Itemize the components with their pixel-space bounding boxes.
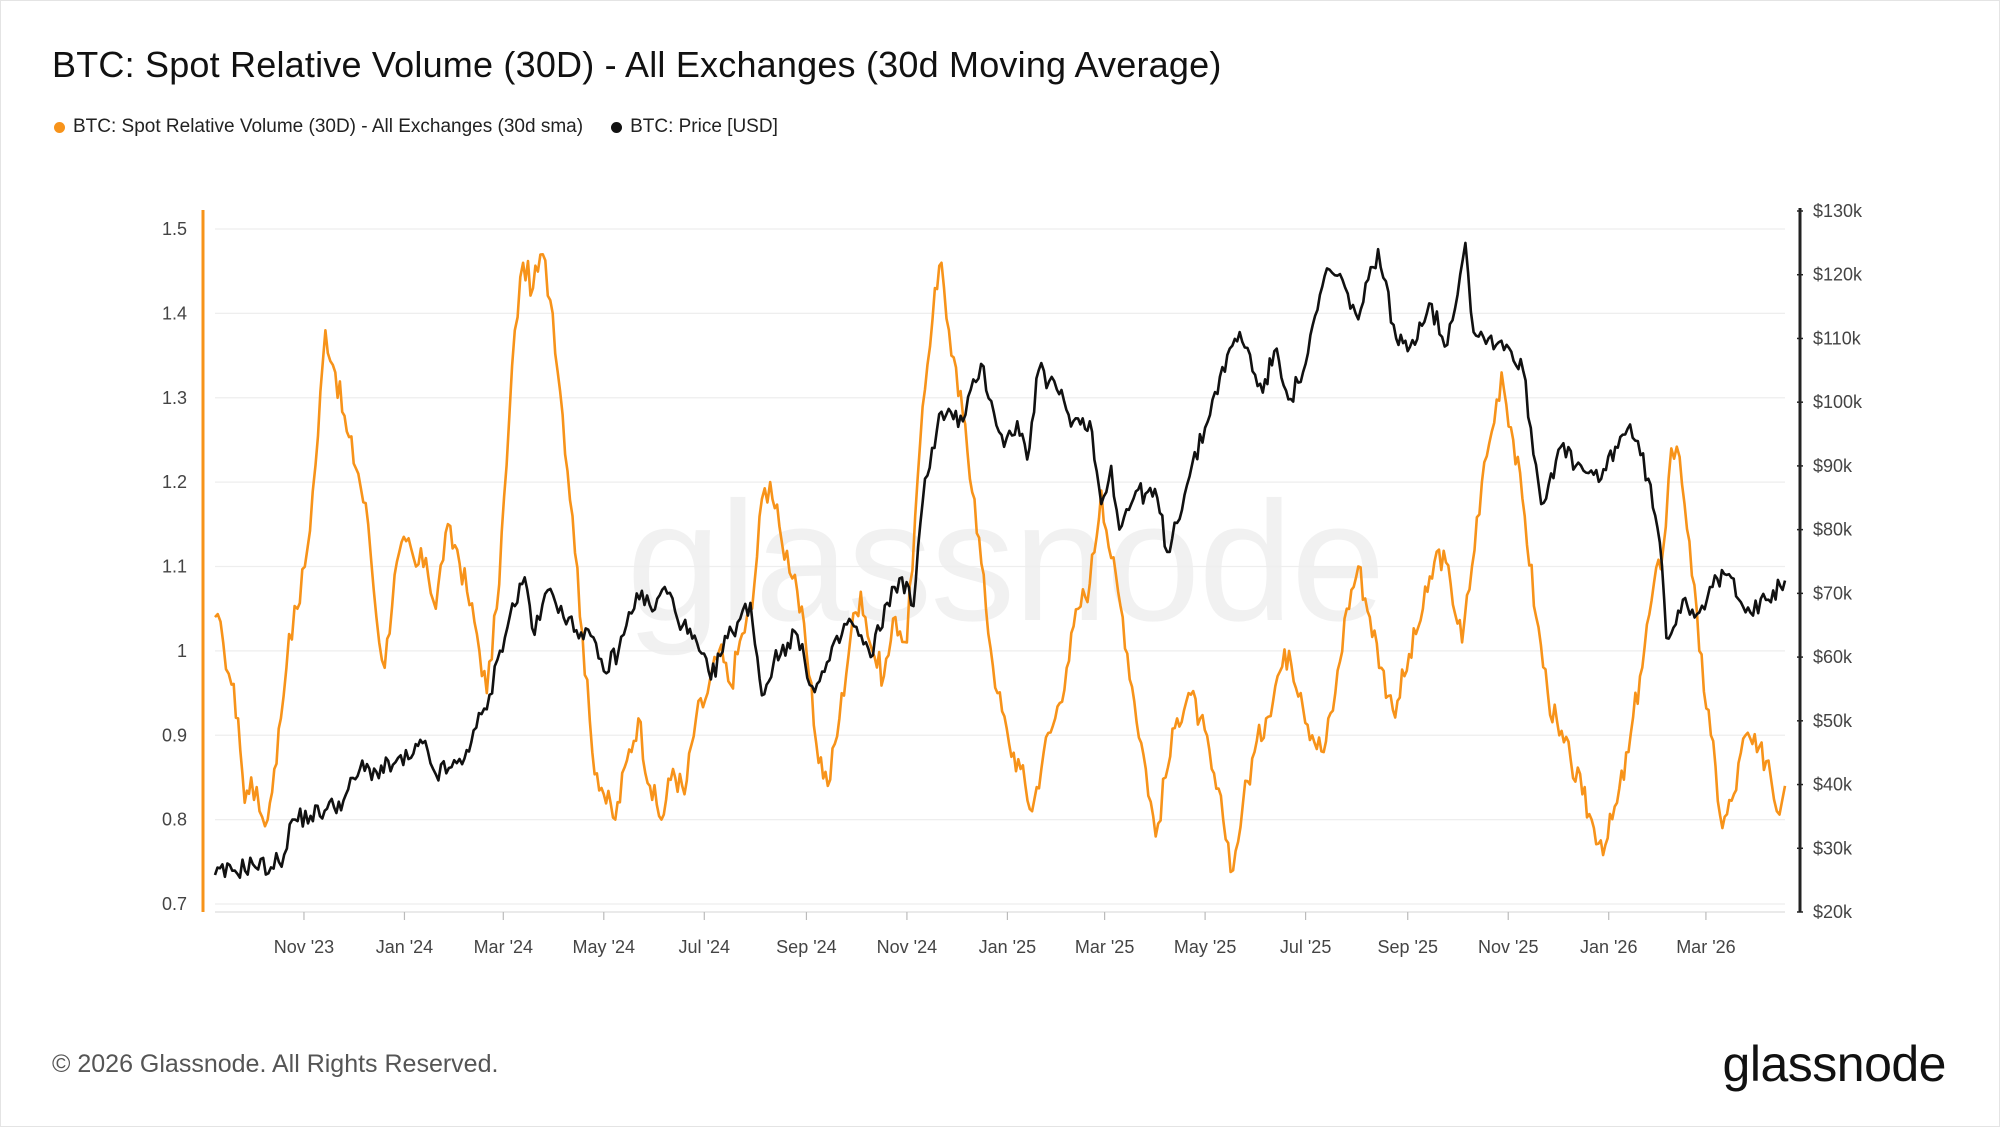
legend-label-price: BTC: Price [USD] <box>630 116 778 137</box>
legend: BTC: Spot Relative Volume (30D) - All Ex… <box>54 116 806 138</box>
x-tick-label: Jul '25 <box>1280 937 1331 957</box>
left-tick-label: 1.3 <box>162 388 187 408</box>
left-tick-label: 1.5 <box>162 219 187 239</box>
legend-dot-volume <box>54 121 65 133</box>
x-tick-label: Jul '24 <box>679 937 730 957</box>
left-tick-label: 0.9 <box>162 725 187 745</box>
chart-title: BTC: Spot Relative Volume (30D) - All Ex… <box>52 44 1222 85</box>
x-tick-label: Mar '24 <box>474 937 533 957</box>
right-axis-ticks: $20k $30k $40k $50k $60k $70k $80k $90k $100k $11… <box>1797 201 1863 922</box>
legend-item-price[interactable]: BTC: Price [USD] <box>611 116 778 138</box>
x-tick-label: Nov '24 <box>877 937 937 957</box>
right-tick-label: $30k <box>1813 838 1853 858</box>
x-tick-label: May '25 <box>1174 937 1236 957</box>
x-tick-label: Jan '25 <box>979 937 1036 957</box>
brand-logo[interactable]: glassnode <box>1722 1036 1947 1092</box>
right-tick-label: $40k <box>1813 775 1853 795</box>
legend-dot-price <box>611 121 623 133</box>
legend-item-volume[interactable]: BTC: Spot Relative Volume (30D) - All Ex… <box>54 116 583 138</box>
left-tick-label: 1 <box>177 641 187 661</box>
x-tick-label: Jan '26 <box>1580 937 1637 957</box>
right-tick-label: $50k <box>1813 711 1853 731</box>
series-lines <box>213 241 1787 879</box>
left-tick-label: 0.8 <box>162 810 187 830</box>
right-tick-label: $70k <box>1813 583 1853 603</box>
x-tick-label: Nov '25 <box>1478 937 1538 957</box>
x-tick-label: Mar '25 <box>1075 937 1134 957</box>
x-tick-label: Jan '24 <box>376 937 433 957</box>
volume-line <box>214 253 1787 874</box>
right-tick-label: $80k <box>1813 520 1853 540</box>
axes <box>201 208 1802 913</box>
legend-label-volume: BTC: Spot Relative Volume (30D) - All Ex… <box>73 116 584 137</box>
price-line <box>213 241 1787 879</box>
left-tick-label: 1.4 <box>162 303 187 323</box>
right-tick-label: $90k <box>1813 456 1853 476</box>
x-tick-label: Nov '23 <box>274 937 334 957</box>
x-tick-label: Sep '24 <box>776 937 837 957</box>
x-tick-label: Sep '25 <box>1377 937 1438 957</box>
x-axis-ticks: Nov '23 Jan '24 Mar '24 May '24 Jul '24 Sep '… <box>274 912 1736 957</box>
right-tick-label: $100k <box>1813 392 1863 412</box>
right-tick-label: $20k <box>1813 902 1853 922</box>
x-tick-label: May '24 <box>573 937 635 957</box>
gridlines <box>215 228 1785 905</box>
watermark: glassnode <box>626 467 1383 657</box>
left-tick-label: 1.1 <box>162 557 187 577</box>
right-tick-label: $130k <box>1813 201 1863 221</box>
right-tick-label: $60k <box>1813 647 1853 667</box>
left-tick-label: 0.7 <box>162 894 187 914</box>
x-tick-label: Mar '26 <box>1676 937 1735 957</box>
left-tick-label: 1.2 <box>162 472 187 492</box>
right-tick-label: $110k <box>1813 328 1862 348</box>
copyright-text: © 2026 Glassnode. All Rights Reserved. <box>52 1050 499 1078</box>
right-tick-label: $120k <box>1813 265 1863 285</box>
left-axis-ticks: 0.7 0.8 0.9 1 1.1 1.2 1.3 1.4 1.5 <box>162 219 187 914</box>
